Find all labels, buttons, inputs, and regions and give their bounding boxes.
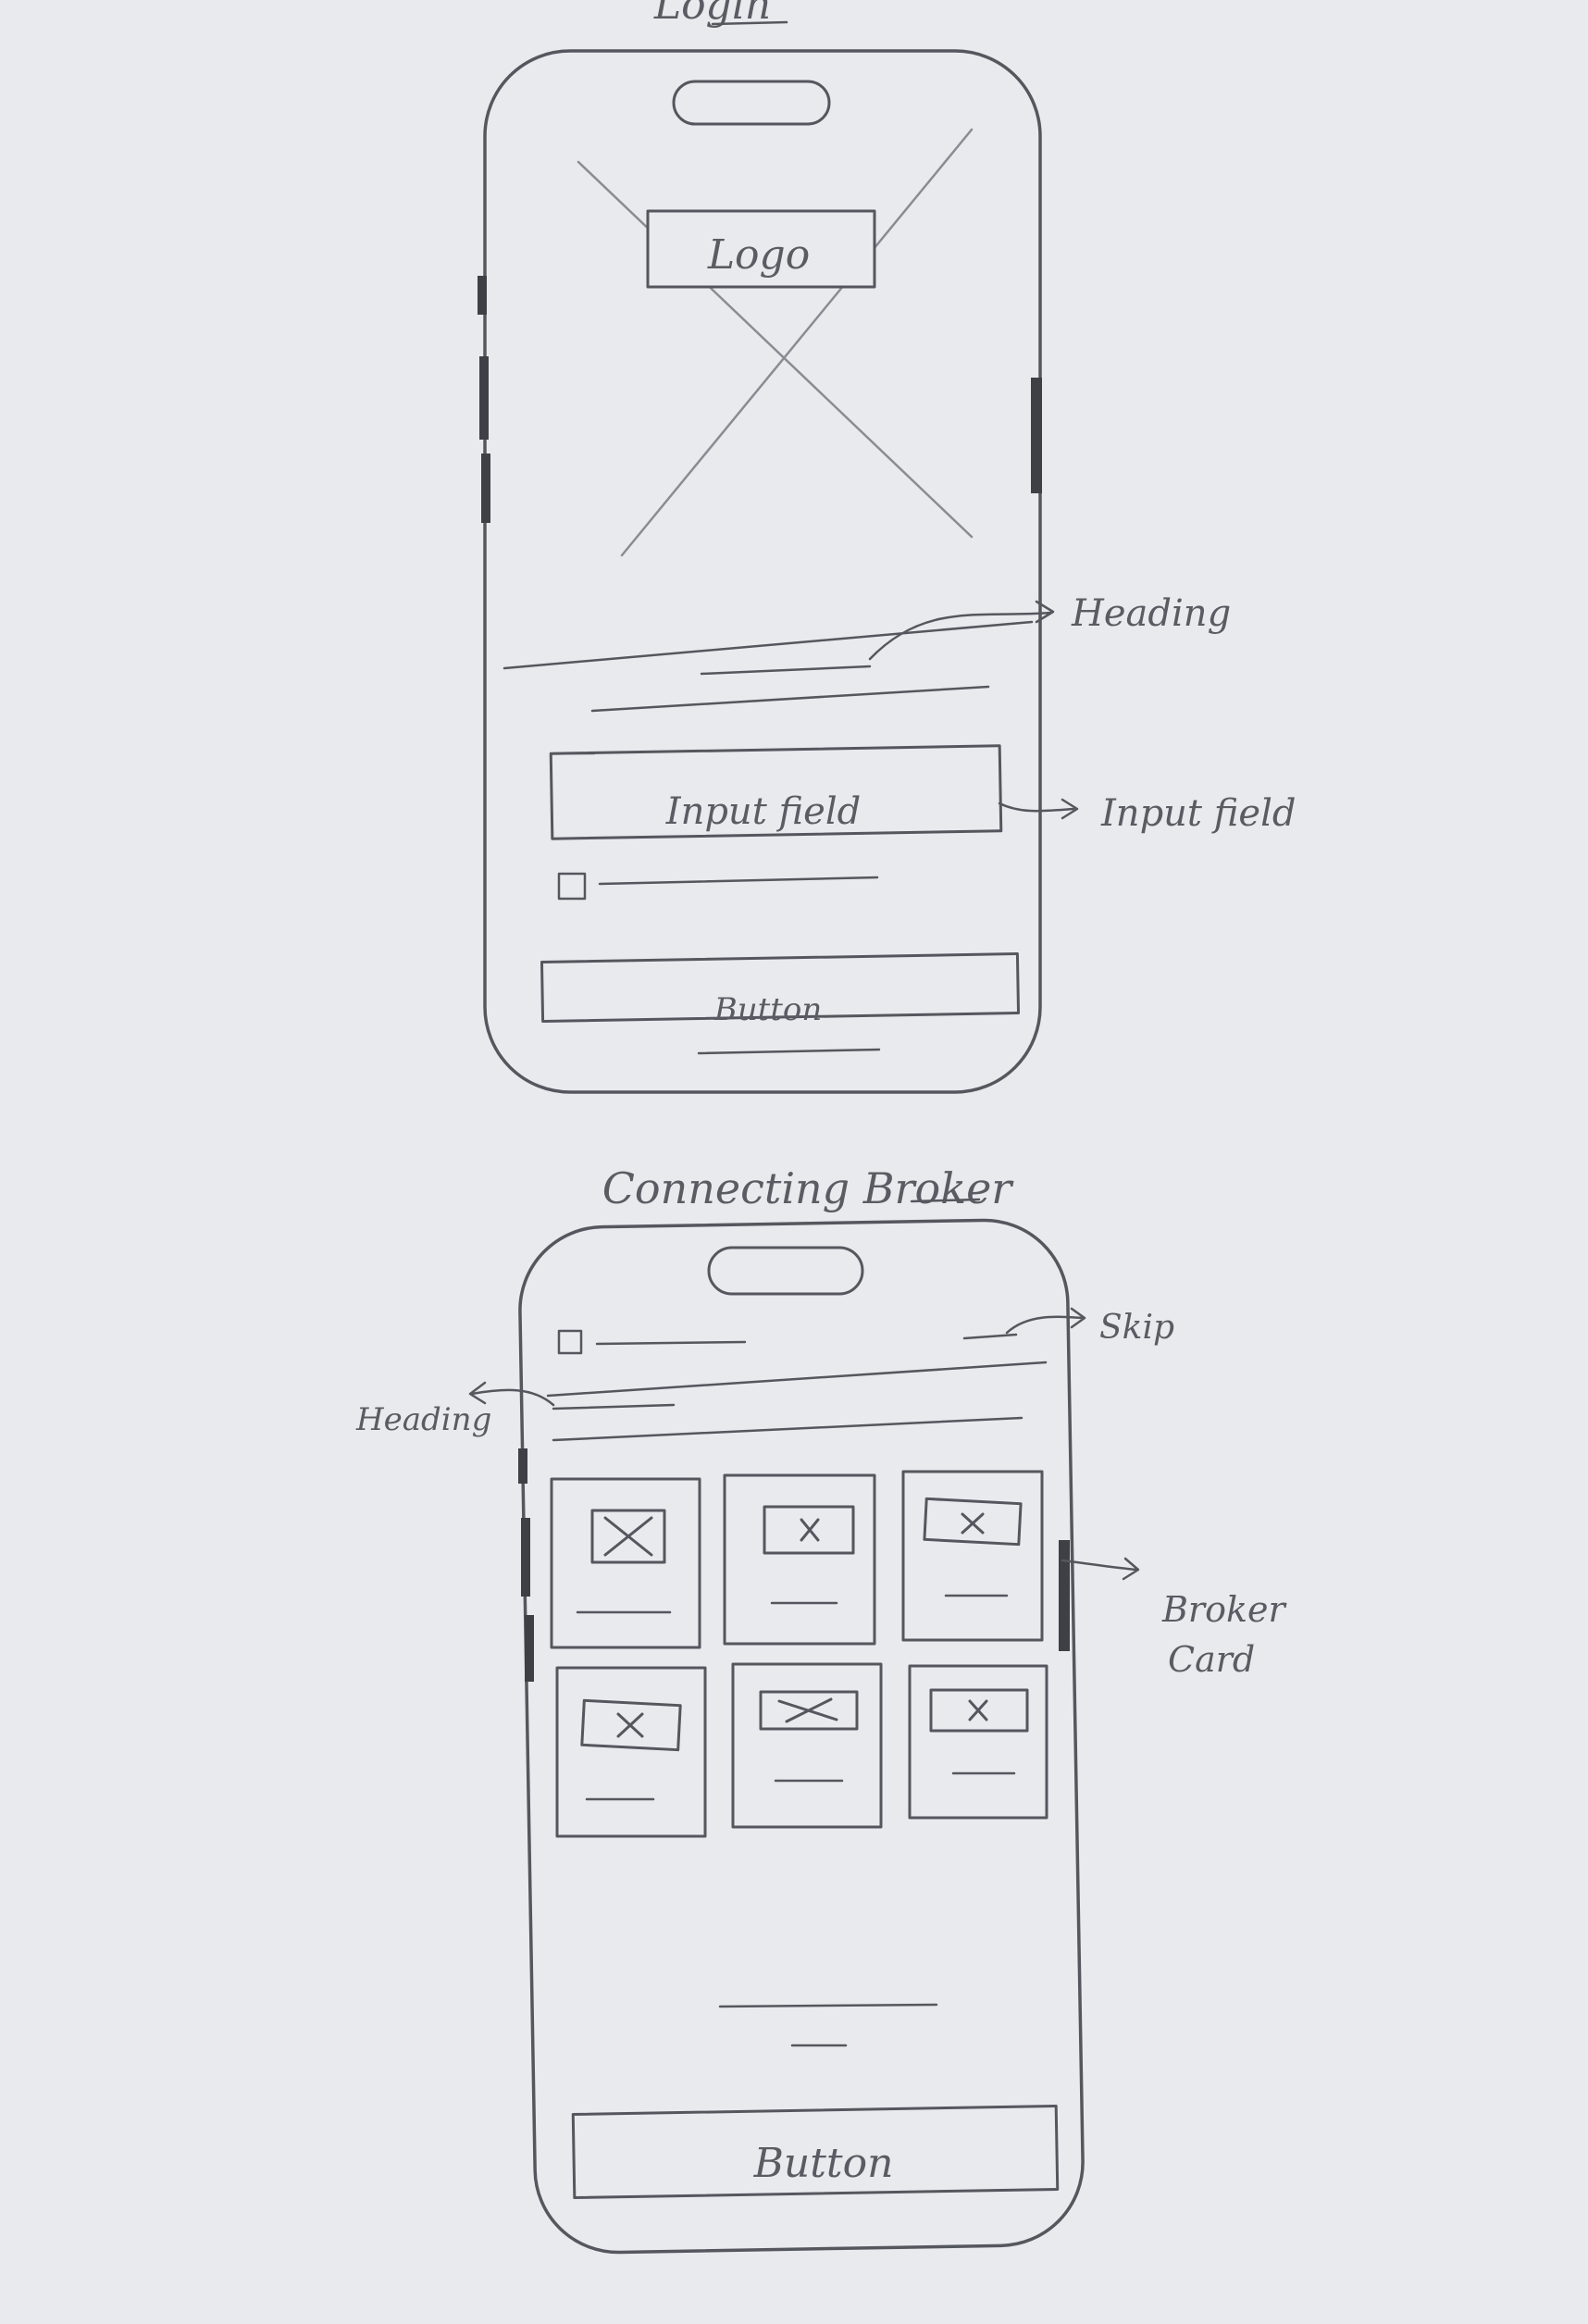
broker-heading-line-2 xyxy=(552,1403,676,1411)
broker-card-annotation-arrow xyxy=(1061,1557,1140,1581)
input-annotation-arrow xyxy=(998,798,1079,820)
login-heading-line-2 xyxy=(590,685,990,713)
remember-checkbox-label-line xyxy=(598,876,879,886)
back-label-line xyxy=(595,1340,747,1346)
broker-phone-frame xyxy=(518,1218,1085,2255)
broker-card[interactable] xyxy=(550,1477,701,1649)
broker-card[interactable] xyxy=(901,1470,1044,1642)
broker-notch xyxy=(707,1246,864,1296)
broker-side-button-left-1 xyxy=(518,1448,527,1484)
broker-card-annotation-label-2: Card xyxy=(1168,1639,1255,1680)
broker-side-button-left-2 xyxy=(521,1518,530,1597)
login-phone-frame xyxy=(483,49,1042,1094)
logo-box xyxy=(646,209,876,289)
skip-link-line[interactable] xyxy=(962,1333,1018,1340)
input-field-label: Input field xyxy=(665,790,861,833)
broker-footer-line-1 xyxy=(718,2003,938,2008)
back-icon[interactable] xyxy=(557,1329,583,1355)
heading-annotation-arrow xyxy=(868,600,1055,661)
login-screen: Login Logo Input field Button xyxy=(478,0,1296,1094)
login-notch xyxy=(672,80,831,126)
broker-logo-placeholder xyxy=(923,1497,1023,1547)
broker-logo-placeholder xyxy=(763,1505,855,1555)
broker-card[interactable] xyxy=(555,1666,707,1838)
logo-label: Logo xyxy=(707,231,810,279)
broker-logo-placeholder xyxy=(590,1509,666,1564)
broker-title-underline xyxy=(910,1198,981,1203)
login-footer-line xyxy=(697,1048,881,1055)
broker-heading-annotation-label: Heading xyxy=(355,1401,491,1438)
skip-annotation-arrow xyxy=(1005,1307,1086,1335)
login-side-button-left-1 xyxy=(478,276,487,315)
input-field[interactable] xyxy=(549,744,1003,840)
broker-heading-annotation-arrow xyxy=(468,1381,555,1407)
login-heading-line-1 xyxy=(502,620,1034,670)
skip-annotation-label: Skip xyxy=(1099,1309,1174,1347)
login-button[interactable] xyxy=(540,952,1021,1023)
login-side-button-right xyxy=(1031,378,1042,493)
heading-annotation-label: Heading xyxy=(1071,592,1231,635)
broker-card[interactable] xyxy=(723,1473,876,1646)
broker-title: Connecting Broker xyxy=(602,1163,1015,1213)
broker-button[interactable] xyxy=(571,2104,1060,2200)
input-annotation-label: Input field xyxy=(1100,792,1296,835)
login-button-label: Button xyxy=(713,991,823,1028)
broker-heading-line-3 xyxy=(552,1416,1024,1442)
broker-screen: Connecting Broker xyxy=(355,1163,1287,2255)
login-side-button-left-3 xyxy=(481,454,490,523)
broker-card-grid xyxy=(550,1470,1048,1838)
remember-checkbox[interactable] xyxy=(557,872,587,901)
login-side-button-left-2 xyxy=(479,356,489,440)
broker-logo-placeholder xyxy=(580,1698,682,1752)
broker-heading-line-1 xyxy=(546,1361,1048,1398)
broker-side-button-right xyxy=(1059,1540,1070,1651)
logo-placeholder xyxy=(577,128,974,557)
broker-card[interactable] xyxy=(908,1664,1048,1820)
broker-button-label: Button xyxy=(753,2140,894,2187)
broker-card[interactable] xyxy=(731,1662,883,1829)
broker-logo-placeholder xyxy=(929,1688,1029,1733)
broker-card-annotation-label-1: Broker xyxy=(1161,1589,1287,1630)
login-heading-line-3 xyxy=(700,665,872,676)
broker-side-button-left-3 xyxy=(525,1615,534,1682)
login-title-underline xyxy=(711,20,788,26)
broker-logo-placeholder xyxy=(759,1690,859,1731)
